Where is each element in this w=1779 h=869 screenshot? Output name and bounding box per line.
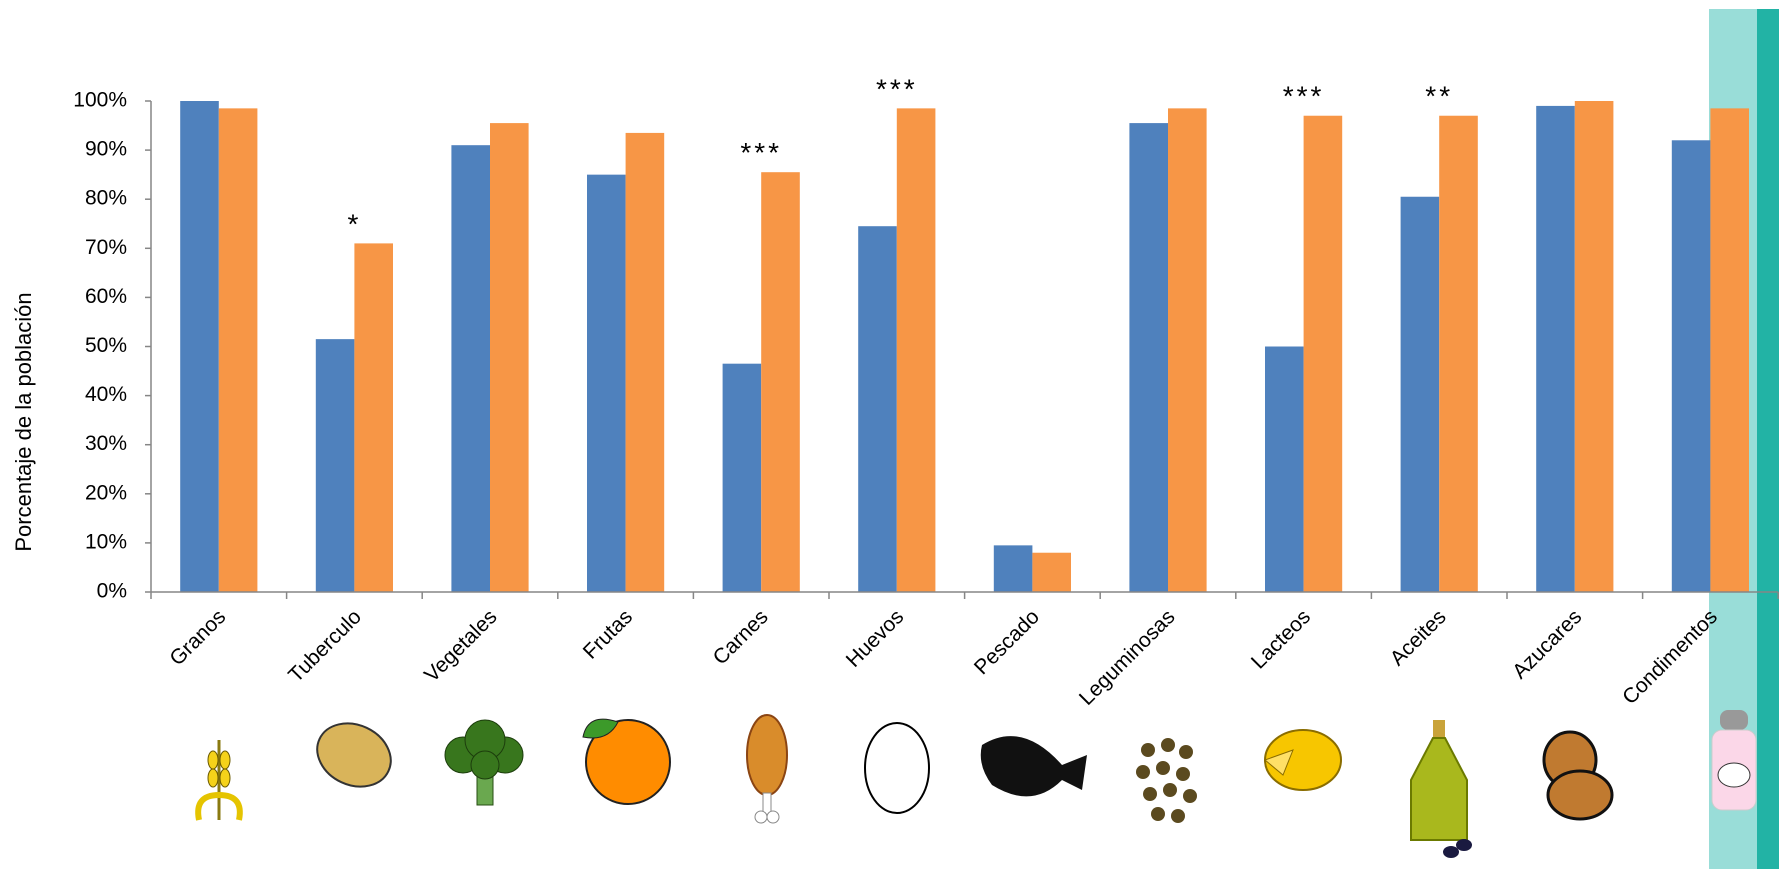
side-strip (1757, 9, 1779, 869)
bar (1710, 108, 1749, 593)
significance-label: *** (876, 73, 918, 104)
bar (993, 545, 1033, 592)
icon-fish (980, 736, 1087, 797)
x-tick-label: Leguminosas (1075, 605, 1180, 710)
bar (1671, 140, 1711, 592)
x-tick-label: Lacteos (1247, 605, 1315, 673)
y-tick-label: 70% (85, 236, 127, 259)
bar (1400, 196, 1440, 592)
bar (896, 108, 936, 593)
y-tick-label: 90% (85, 138, 127, 161)
bar (180, 101, 219, 592)
icon-wheat (195, 740, 243, 821)
y-axis-title: Porcentaje de la población (11, 292, 36, 551)
x-tick-label: Granos (165, 605, 230, 670)
x-tick-label: Aceites (1386, 605, 1451, 670)
x-tick-label: Azucares (1508, 605, 1586, 683)
y-tick-label: 60% (85, 285, 127, 308)
y-tick-label: 20% (85, 481, 127, 504)
x-tick-label: Huevos (842, 605, 909, 672)
icon-salt (1711, 710, 1757, 811)
icon-orange (582, 718, 671, 805)
bar (1574, 101, 1614, 592)
icon-beans (1136, 738, 1197, 823)
bar (722, 363, 762, 592)
food-icons (195, 710, 1757, 858)
icon-broccoli (444, 719, 524, 806)
icon-egg (864, 722, 930, 814)
y-tick-label: 0% (97, 580, 127, 603)
y-tick-label: 80% (85, 187, 127, 210)
significance-label: * (347, 208, 361, 239)
x-tick-label: Condimentos (1618, 605, 1722, 709)
x-tick-label: Vegetales (420, 605, 501, 686)
y-tick-label: 10% (85, 530, 127, 553)
icon-cookies (1542, 730, 1614, 821)
y-tick-label: 50% (85, 334, 127, 357)
x-tick-label: Pescado (970, 605, 1044, 679)
bar (1168, 108, 1207, 593)
bar (1129, 123, 1168, 592)
x-tick-label: Tuberculo (284, 605, 366, 687)
bar (1439, 115, 1478, 592)
y-tick-label: 100% (73, 89, 127, 112)
bar (761, 172, 800, 592)
bar (858, 226, 897, 592)
significance-label: *** (1283, 81, 1325, 112)
bar (218, 108, 258, 593)
bar (1032, 552, 1071, 592)
y-tick-label: 40% (85, 383, 127, 406)
bar (451, 145, 490, 592)
bar (354, 243, 393, 592)
bar (315, 339, 355, 592)
icon-drumstick (746, 714, 788, 824)
y-tick-label: 30% (85, 432, 127, 455)
significance-label: *** (740, 137, 782, 168)
x-tick-label: Frutas (579, 605, 637, 663)
significance-label: ** (1425, 81, 1453, 112)
bar (1303, 115, 1343, 592)
x-tick-label: Carnes (709, 605, 773, 669)
bar (587, 174, 626, 592)
icon-cheese (1264, 729, 1342, 791)
bar (1536, 105, 1575, 592)
icon-potato (316, 722, 392, 788)
bar (1265, 346, 1304, 592)
icon-oil (1410, 720, 1472, 858)
bar (625, 132, 665, 593)
bar (490, 123, 529, 592)
